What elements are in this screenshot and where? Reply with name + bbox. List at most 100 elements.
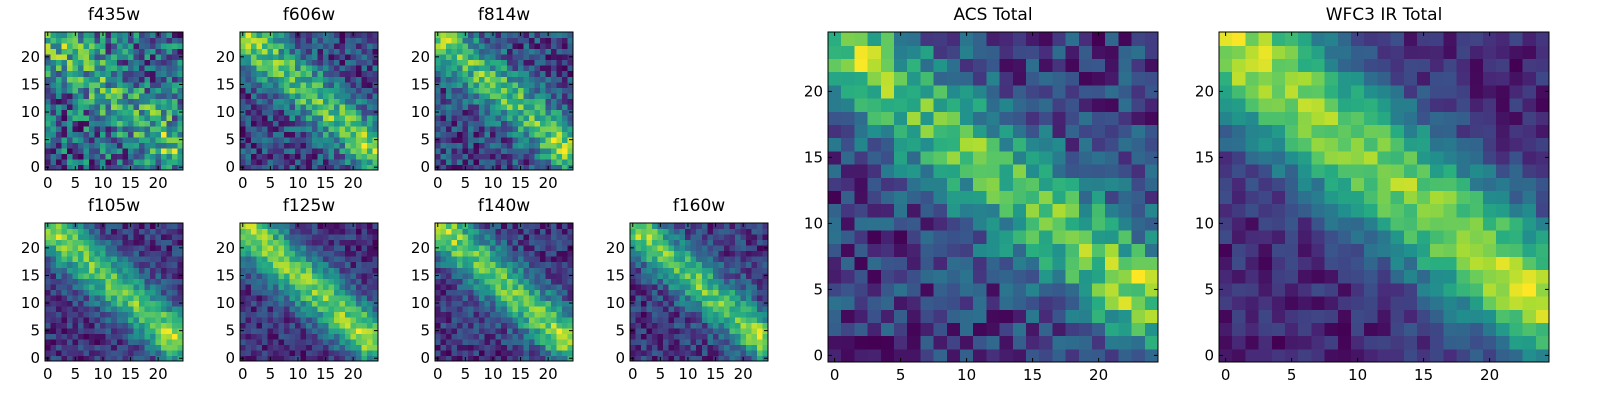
heatmap-cell — [306, 322, 313, 329]
heatmap-cell — [333, 228, 340, 235]
heatmap-cell — [920, 282, 935, 297]
heatmap-cell — [245, 76, 252, 83]
heatmap-cell — [473, 283, 480, 290]
heatmap-cell — [278, 48, 285, 55]
heatmap-cell — [462, 338, 469, 346]
heatmap-cell — [355, 250, 363, 257]
heatmap-cell — [306, 81, 313, 88]
heatmap-cell — [105, 283, 112, 290]
heatmap-cell — [1105, 322, 1119, 337]
heatmap-cell — [707, 261, 714, 268]
heatmap-cell — [122, 98, 129, 105]
heatmap-cell — [539, 87, 546, 94]
heatmap-cell — [78, 114, 85, 121]
heatmap-cell — [528, 92, 535, 99]
heatmap-cell — [67, 305, 74, 312]
heatmap-cell — [322, 120, 329, 127]
heatmap-cell — [273, 76, 280, 83]
heatmap-cell — [111, 300, 118, 307]
heatmap-cell — [556, 355, 563, 362]
heatmap-cell — [133, 70, 140, 77]
heatmap-cell — [56, 300, 63, 307]
heatmap-cell — [311, 109, 318, 116]
heatmap-cell — [440, 32, 447, 39]
heatmap-cell — [567, 65, 574, 72]
heatmap-cell — [556, 153, 563, 160]
panel-title: f606w — [282, 5, 336, 25]
heatmap-cell — [105, 289, 112, 296]
heatmap-cell — [894, 335, 908, 350]
heatmap-cell — [344, 65, 351, 72]
heatmap-cell — [517, 54, 524, 61]
heatmap-cell — [657, 305, 664, 312]
heatmap-cell — [89, 261, 96, 268]
heatmap-panel-f160w: f160w 0 5 10 15 20 0 5 10 15 20 — [606, 196, 769, 383]
heatmap-cell — [322, 344, 329, 351]
heatmap-cell — [144, 32, 151, 39]
heatmap-cell — [61, 32, 68, 39]
heatmap-cell — [501, 59, 508, 66]
heatmap-cell — [894, 243, 908, 257]
heatmap-cell — [160, 98, 168, 105]
heatmap-cell — [83, 261, 90, 268]
heatmap-cell — [550, 272, 558, 279]
heatmap-cell — [56, 43, 63, 50]
heatmap-cell — [366, 294, 374, 301]
heatmap-cell — [372, 65, 379, 72]
heatmap-cell — [344, 142, 351, 149]
heatmap-cell — [468, 120, 475, 127]
heatmap-cell — [517, 81, 524, 88]
heatmap-cell — [94, 327, 101, 334]
heatmap-cell — [67, 109, 74, 116]
heatmap-cell — [674, 261, 681, 268]
heatmap-cell — [701, 261, 708, 268]
heatmap-cell — [663, 245, 670, 252]
heatmap-cell — [712, 239, 719, 246]
heatmap-cell — [663, 338, 670, 346]
heatmap-cell — [550, 261, 558, 268]
heatmap-cell — [100, 256, 107, 263]
heatmap-cell — [490, 92, 497, 99]
heatmap-cell — [256, 278, 263, 285]
heatmap-cell — [149, 114, 156, 121]
heatmap-cell — [284, 109, 291, 116]
heatmap-cell — [56, 305, 63, 312]
heatmap-cell — [333, 103, 340, 110]
heatmap-cell — [278, 289, 285, 296]
heatmap-cell — [144, 338, 151, 346]
heatmap-cell — [506, 256, 513, 263]
heatmap-cell — [479, 305, 486, 312]
heatmap-cell — [539, 267, 546, 274]
heatmap-cell — [306, 311, 313, 318]
heatmap-cell — [462, 59, 469, 66]
heatmap-cell — [240, 48, 247, 55]
heatmap-cell — [144, 234, 151, 241]
heatmap-cell — [289, 136, 296, 143]
heatmap-cell — [166, 87, 173, 94]
heatmap-cell — [435, 76, 442, 83]
heatmap-cell — [528, 37, 535, 44]
heatmap-cell — [251, 228, 258, 235]
heatmap-cell — [273, 250, 280, 257]
heatmap-cell — [630, 322, 637, 329]
heatmap-cell — [160, 267, 168, 274]
heatmap-cell — [240, 316, 247, 323]
heatmap-cell — [67, 136, 74, 143]
heatmap-cell — [256, 65, 263, 72]
heatmap-cell — [462, 153, 469, 160]
heatmap-cell — [273, 245, 280, 252]
heatmap-cell — [933, 282, 948, 297]
heatmap-cell — [83, 223, 90, 230]
heatmap-cell — [561, 125, 569, 132]
heatmap-cell — [171, 305, 179, 312]
heatmap-cell — [999, 269, 1014, 284]
heatmap-cell — [100, 98, 107, 105]
heatmap-cell — [517, 333, 524, 340]
heatmap-cell — [484, 120, 491, 127]
heatmap-cell — [94, 70, 101, 77]
heatmap-cell — [355, 92, 363, 99]
heatmap-cell — [920, 216, 935, 231]
heatmap-cell — [171, 344, 179, 351]
heatmap-cell — [751, 239, 758, 246]
heatmap-cell — [556, 125, 563, 132]
